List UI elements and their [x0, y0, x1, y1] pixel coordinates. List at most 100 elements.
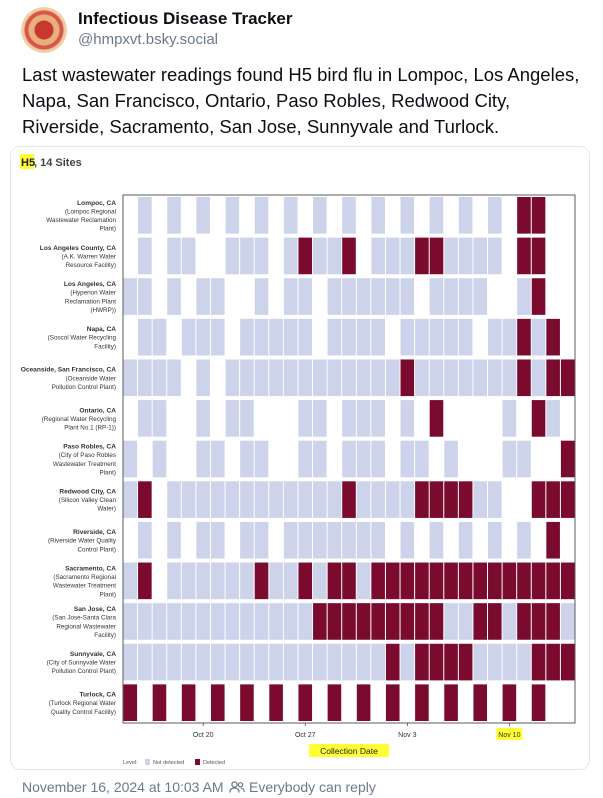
author-name[interactable]: Infectious Disease Tracker	[78, 9, 293, 28]
cell-detected	[458, 562, 473, 600]
cell-detected	[371, 562, 385, 600]
cell-not-detected	[473, 643, 488, 681]
cell-detected	[327, 603, 342, 640]
cell-not-detected	[313, 521, 327, 559]
cell-not-detected	[342, 643, 356, 681]
cell-not-detected	[356, 481, 371, 518]
cell-not-detected	[196, 318, 210, 356]
cell-not-detected	[342, 197, 356, 234]
site-name-label: Riverside, CA	[73, 529, 116, 536]
cell-detected	[385, 562, 400, 600]
cell-not-detected	[254, 197, 269, 234]
site-facility-label: (Oceanside Water	[65, 375, 116, 382]
cell-not-detected	[385, 278, 400, 315]
site-name-label: Redwood City, CA	[59, 489, 116, 496]
cell-not-detected	[138, 521, 152, 559]
cell-detected	[502, 562, 517, 600]
cell-not-detected	[415, 359, 429, 397]
site-facility-label: Facility)	[94, 632, 116, 639]
cell-not-detected	[385, 237, 400, 275]
x-tick-label: Nov 10	[498, 732, 520, 739]
cell-not-detected	[488, 521, 502, 559]
cell-detected	[240, 684, 254, 721]
site-name-label: Los Angeles County, CA	[40, 245, 116, 252]
cell-not-detected	[196, 440, 210, 478]
cell-detected	[517, 562, 531, 600]
cell-detected	[356, 603, 371, 640]
post-timestamp[interactable]: November 16, 2024 at 10:03 AM	[22, 779, 224, 795]
cell-not-detected	[385, 359, 400, 397]
cell-detected	[298, 562, 313, 600]
cell-not-detected	[488, 481, 502, 518]
cell-not-detected	[488, 643, 502, 681]
cell-detected	[415, 603, 429, 640]
cell-not-detected	[444, 237, 458, 275]
cell-not-detected	[283, 562, 298, 600]
cell-not-detected	[240, 562, 254, 600]
cell-not-detected	[356, 521, 371, 559]
cell-detected	[444, 562, 458, 600]
cell-not-detected	[342, 521, 356, 559]
cell-not-detected	[225, 237, 240, 275]
cell-not-detected	[196, 521, 210, 559]
cell-detected	[400, 603, 415, 640]
cell-detected	[458, 643, 473, 681]
site-facility-label: Facility)	[94, 343, 116, 350]
cell-not-detected	[444, 278, 458, 315]
cell-not-detected	[560, 603, 575, 640]
cell-not-detected	[400, 400, 415, 437]
cell-detected	[138, 562, 152, 600]
cell-not-detected	[225, 562, 240, 600]
cell-detected	[517, 237, 531, 275]
avatar[interactable]	[22, 8, 66, 52]
cell-not-detected	[371, 237, 385, 275]
site-facility-label: (Riverside Water Quality	[48, 538, 117, 545]
cell-not-detected	[473, 481, 488, 518]
cell-not-detected	[415, 440, 429, 478]
cell-not-detected	[415, 318, 429, 356]
site-facility-label: Plant No.1 (RP-1))	[64, 424, 116, 431]
cell-not-detected	[254, 359, 269, 397]
cell-not-detected	[269, 603, 283, 640]
cell-detected	[531, 684, 546, 721]
author-handle[interactable]: @hmpxvt.bsky.social	[78, 31, 218, 48]
cell-detected	[342, 481, 356, 518]
cell-detected	[517, 603, 531, 640]
cell-not-detected	[138, 603, 152, 640]
cell-not-detected	[371, 400, 385, 437]
cell-not-detected	[181, 318, 196, 356]
legend-label-detected: Detected	[203, 760, 225, 766]
cell-not-detected	[138, 643, 152, 681]
cell-detected	[138, 481, 152, 518]
cell-not-detected	[196, 359, 210, 397]
cell-detected	[210, 684, 225, 721]
cell-not-detected	[458, 318, 473, 356]
cell-detected	[385, 684, 400, 721]
cell-not-detected	[298, 481, 313, 518]
site-facility-label: Wastewater Reclamation	[46, 217, 116, 224]
cell-not-detected	[123, 481, 138, 518]
cell-not-detected	[298, 400, 313, 437]
cell-not-detected	[327, 643, 342, 681]
cell-not-detected	[283, 481, 298, 518]
cell-not-detected	[356, 318, 371, 356]
cell-not-detected	[327, 318, 342, 356]
cell-not-detected	[356, 562, 371, 600]
cell-detected	[400, 562, 415, 600]
cell-not-detected	[327, 359, 342, 397]
cell-not-detected	[371, 359, 385, 397]
cell-not-detected	[298, 318, 313, 356]
cell-not-detected	[167, 521, 181, 559]
cell-detected	[444, 481, 458, 518]
cell-not-detected	[356, 278, 371, 315]
cell-not-detected	[123, 643, 138, 681]
reply-setting[interactable]: Everybody can reply	[229, 779, 376, 795]
cell-detected	[327, 684, 342, 721]
cell-detected	[560, 562, 575, 600]
cell-not-detected	[371, 521, 385, 559]
cell-not-detected	[181, 481, 196, 518]
cell-detected	[488, 603, 502, 640]
embedded-image[interactable]: H5, 14 Sites Lompoc, CA (Lompoc Regional Wa…	[10, 146, 590, 770]
site-facility-label: (Lompoc Regional	[65, 209, 116, 216]
site-name-label: Ontario, CA	[79, 407, 116, 414]
